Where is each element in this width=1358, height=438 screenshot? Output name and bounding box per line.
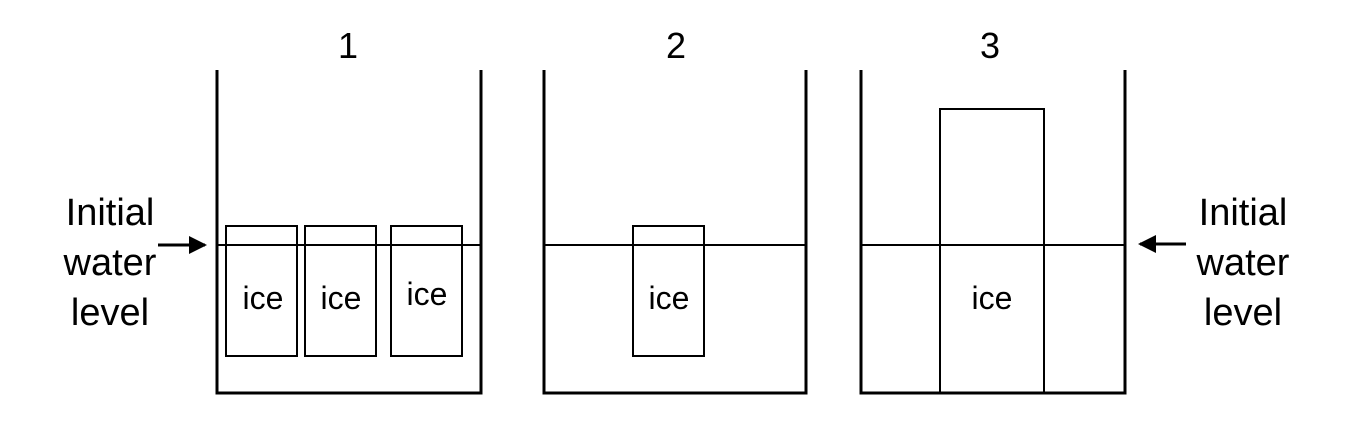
beaker-1: 1 ice ice ice (215, 25, 483, 395)
beaker-2: 2 ice (542, 25, 808, 395)
beaker-1-ice-cube-2 (304, 225, 377, 357)
beaker-3-ice-block (939, 108, 1045, 394)
right-initial-water-level-annotation: Initial water level (1138, 192, 1290, 334)
left-label-line-3: level (71, 292, 149, 334)
left-arrow-icon (189, 236, 207, 254)
right-label-line-3: level (1204, 292, 1282, 334)
beaker-1-ice-label-3: ice (407, 276, 448, 312)
right-label-line-1: Initial (1199, 192, 1288, 234)
beaker-number-3: 3 (980, 25, 1000, 66)
beaker-number-1: 1 (338, 25, 358, 66)
beaker-1-ice-cube-1 (225, 225, 298, 357)
beaker-2-ice-label: ice (649, 280, 690, 316)
beaker-1-walls (215, 70, 483, 395)
left-initial-water-level-annotation: Initial water level (63, 192, 207, 334)
beaker-number-2: 2 (666, 25, 686, 66)
beaker-3: 3 ice (859, 25, 1127, 395)
right-label-line-2: water (1196, 242, 1290, 284)
beaker-3-ice-label: ice (972, 280, 1013, 316)
left-label-line-1: Initial (66, 192, 155, 234)
beaker-3-walls (859, 70, 1127, 395)
beaker-1-ice-cube-3 (390, 225, 463, 357)
beaker-2-ice-cube (632, 225, 705, 357)
beaker-1-ice-label-1: ice (243, 280, 284, 316)
left-label-line-2: water (63, 242, 157, 284)
beaker-1-ice-label-2: ice (321, 280, 362, 316)
beaker-2-walls (542, 70, 808, 395)
right-arrow-icon (1138, 235, 1156, 253)
